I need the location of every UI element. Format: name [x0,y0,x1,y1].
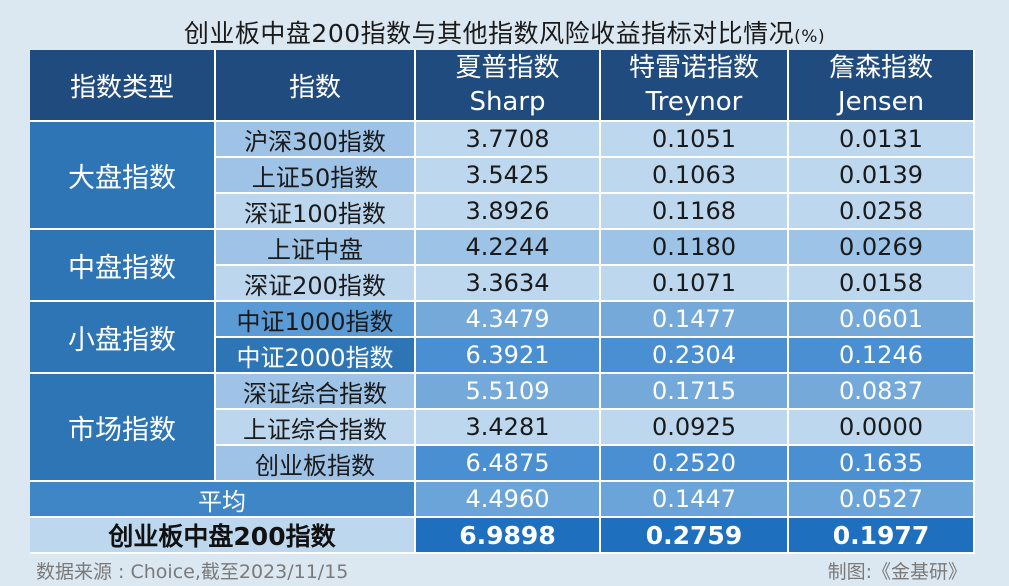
cell-treynor: 0.1715 [601,374,789,410]
header-jensen: 詹森指数 Jensen [789,50,975,122]
cell-jensen: 0.1246 [789,338,975,374]
target-sharp: 6.9898 [416,518,601,554]
cell-treynor: 0.1071 [601,266,789,302]
average-sharp: 4.4960 [416,482,601,518]
cell-treynor: 0.1051 [601,122,789,158]
group-market: 市场指数 [30,374,216,482]
cell-sharp: 3.8926 [416,194,601,230]
header-treynor: 特雷诺指数 Treynor [601,50,789,122]
cell-sharp: 3.7708 [416,122,601,158]
cell-sharp: 3.3634 [416,266,601,302]
cell-sharp: 3.5425 [416,158,601,194]
header-treynor-en: Treynor [645,87,743,117]
cell-sharp: 6.3921 [416,338,601,374]
cell-jensen: 0.0601 [789,302,975,338]
cell-treynor: 0.1168 [601,194,789,230]
header-sharp: 夏普指数 Sharp [416,50,601,122]
cell-treynor: 0.2304 [601,338,789,374]
cell-jensen: 0.0000 [789,410,975,446]
cell-jensen: 0.0139 [789,158,975,194]
row-name: 深证100指数 [216,194,416,230]
group-large-cap: 大盘指数 [30,122,216,230]
comparison-table: 指数类型 指数 夏普指数 Sharp 特雷诺指数 Treynor 詹森指数 Je… [30,50,975,554]
header-jensen-en: Jensen [837,87,925,117]
cell-jensen: 0.1635 [789,446,975,482]
cell-sharp: 3.4281 [416,410,601,446]
title-unit: (%) [794,27,826,47]
chart-credit: 制图:《金基研》 [827,561,967,583]
group-mid-cap: 中盘指数 [30,230,216,302]
cell-jensen: 0.0131 [789,122,975,158]
group-small-cap: 小盘指数 [30,302,216,374]
cell-treynor: 0.1063 [601,158,789,194]
header-sharp-cn: 夏普指数 [455,53,560,83]
cell-sharp: 4.2244 [416,230,601,266]
header-sharp-en: Sharp [469,87,546,117]
cell-sharp: 4.3479 [416,302,601,338]
cell-jensen: 0.0158 [789,266,975,302]
average-jensen: 0.0527 [789,482,975,518]
cell-jensen: 0.0258 [789,194,975,230]
average-treynor: 0.1447 [601,482,789,518]
target-jensen: 0.1977 [789,518,975,554]
row-name: 沪深300指数 [216,122,416,158]
cell-sharp: 6.4875 [416,446,601,482]
row-name: 上证中盘 [216,230,416,266]
data-source: 数据来源 : Choice,截至2023/11/15 [36,561,349,583]
cell-sharp: 5.5109 [416,374,601,410]
cell-treynor: 0.2520 [601,446,789,482]
target-treynor: 0.2759 [601,518,789,554]
row-name: 中证1000指数 [216,302,416,338]
cell-jensen: 0.0269 [789,230,975,266]
row-name: 上证50指数 [216,158,416,194]
row-name: 深证200指数 [216,266,416,302]
row-name: 中证2000指数 [216,338,416,374]
cell-jensen: 0.0837 [789,374,975,410]
table-title: 创业板中盘200指数与其他指数风险收益指标对比情况(%) [0,14,1009,57]
cell-treynor: 0.1180 [601,230,789,266]
row-name: 深证综合指数 [216,374,416,410]
title-text: 创业板中盘200指数与其他指数风险收益指标对比情况 [183,19,795,48]
header-jensen-cn: 詹森指数 [828,53,933,83]
average-label: 平均 [30,482,416,518]
header-type: 指数类型 [30,50,216,122]
target-label: 创业板中盘200指数 [30,518,416,554]
row-name: 创业板指数 [216,446,416,482]
cell-treynor: 0.1477 [601,302,789,338]
cell-treynor: 0.0925 [601,410,789,446]
header-index: 指数 [216,50,416,122]
row-name: 上证综合指数 [216,410,416,446]
header-treynor-cn: 特雷诺指数 [628,53,759,83]
